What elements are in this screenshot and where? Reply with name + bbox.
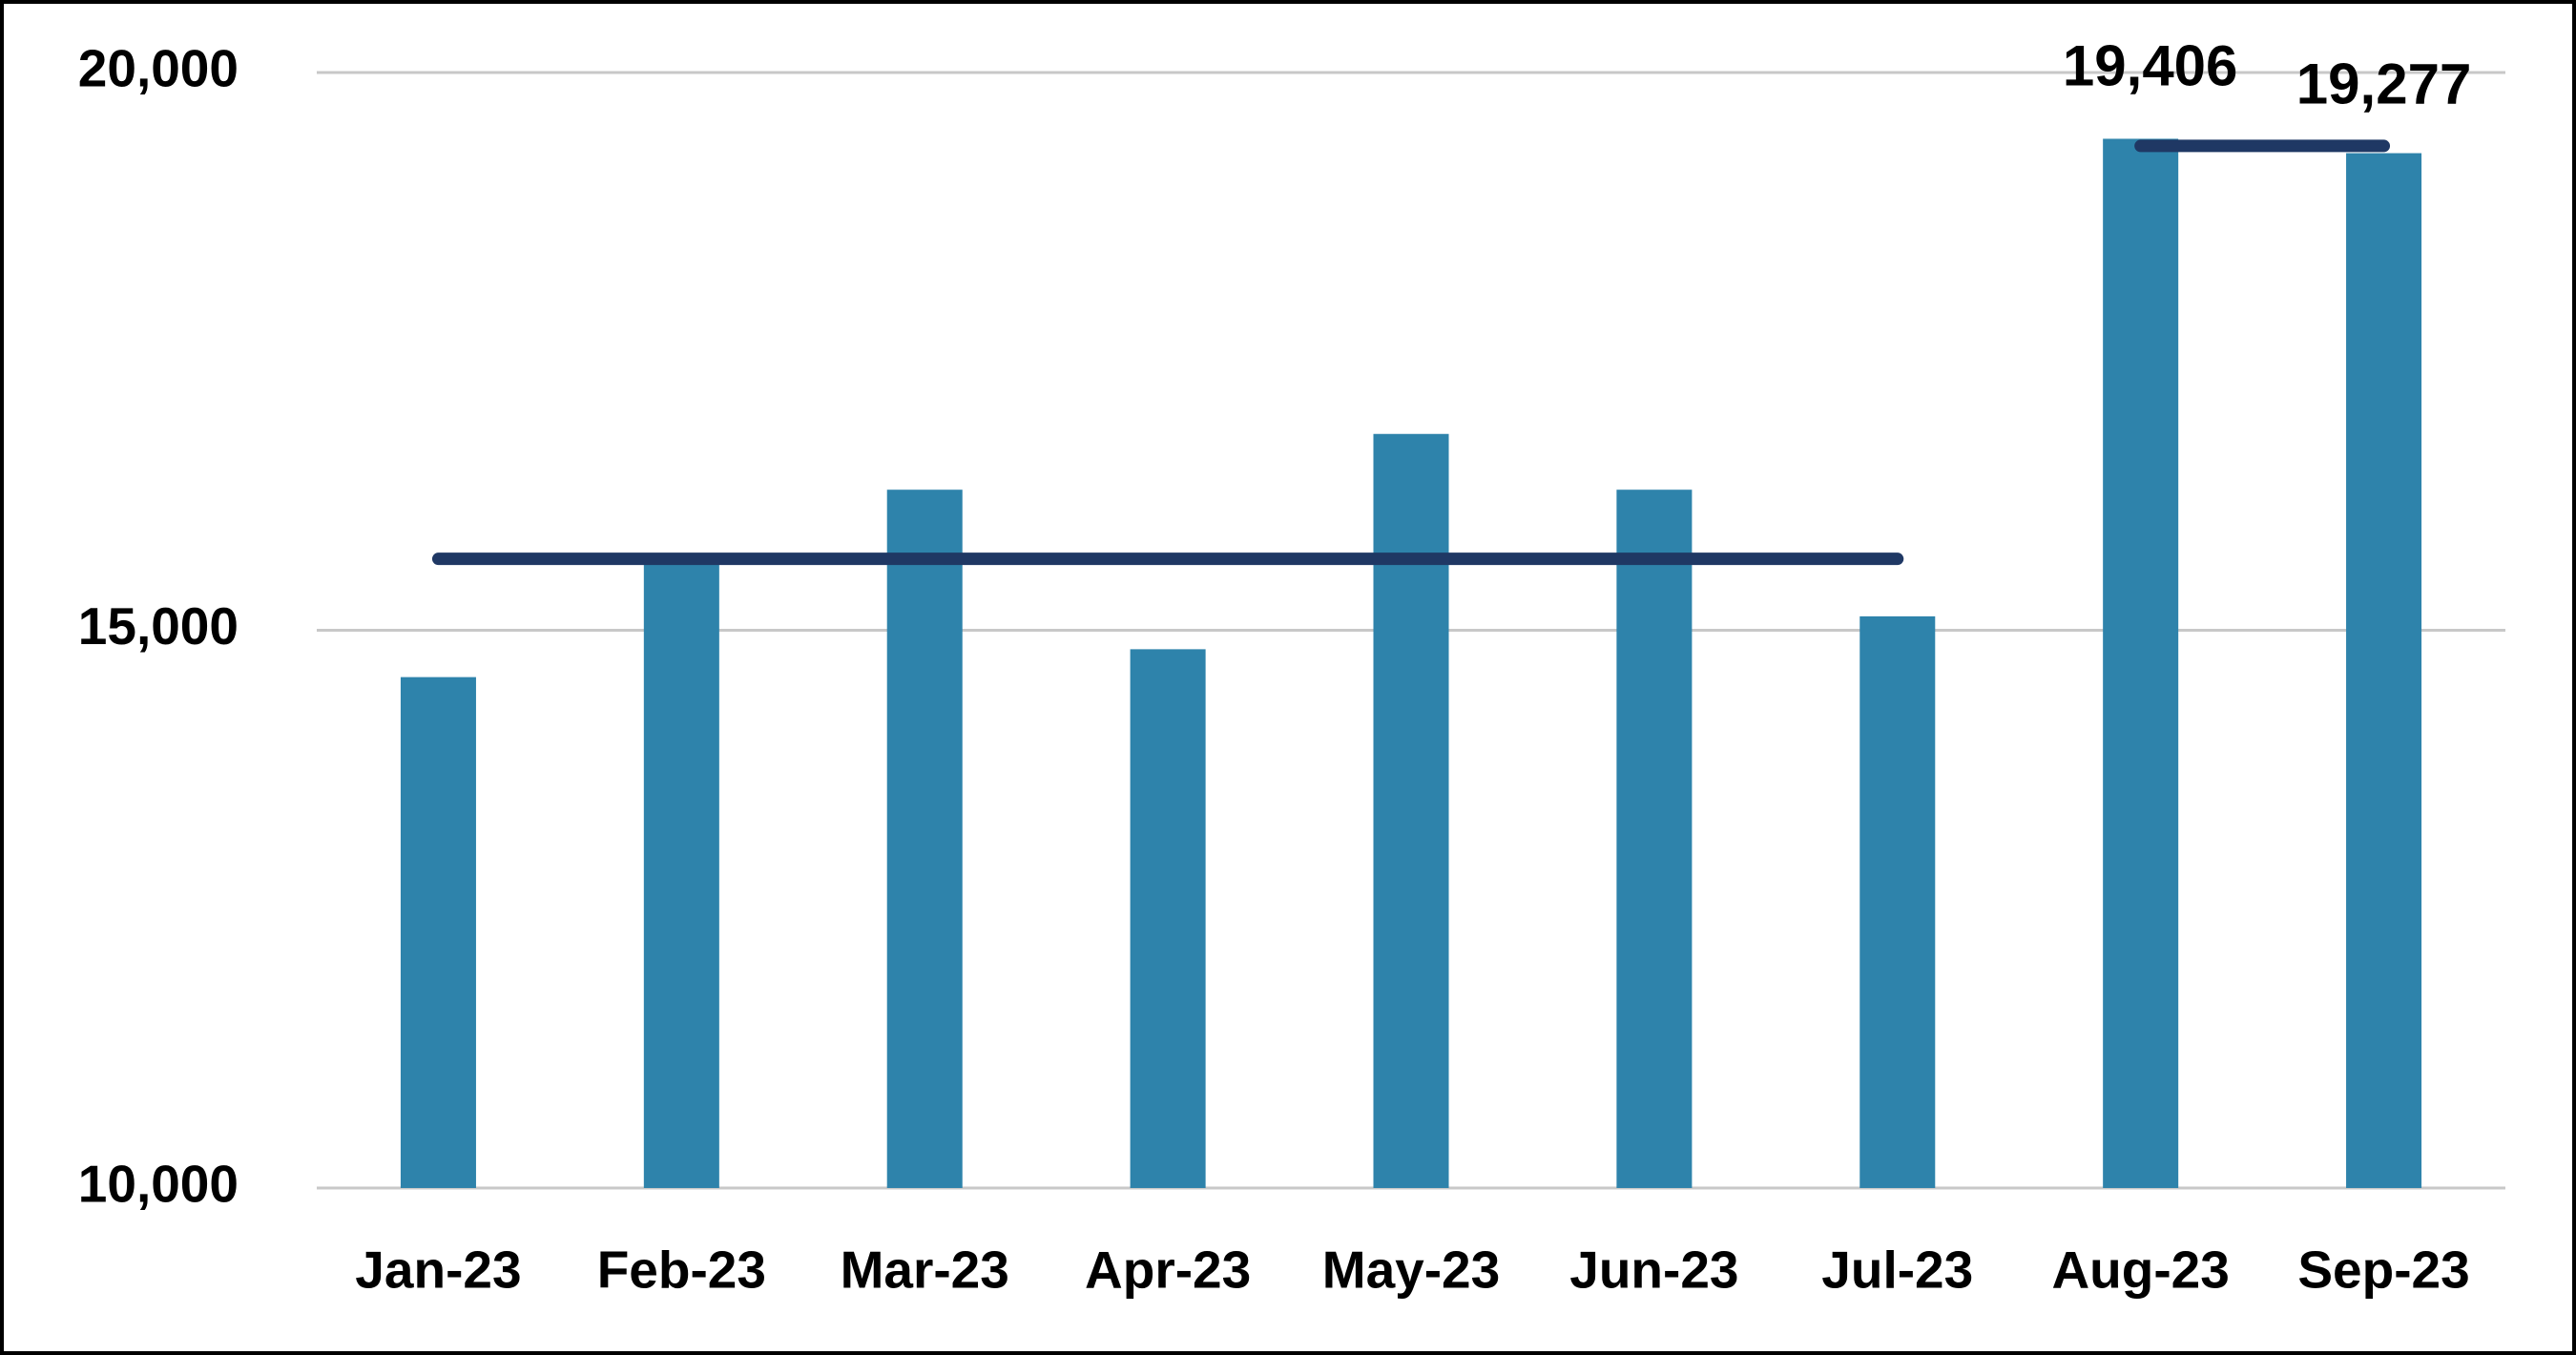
- x-tick-label: Aug-23: [2051, 1240, 2229, 1300]
- x-tick-label: Apr-23: [1085, 1240, 1251, 1300]
- bar: [2103, 138, 2179, 1188]
- data-label: 19,277: [2296, 52, 2472, 115]
- bar: [643, 557, 719, 1188]
- bar: [1616, 490, 1693, 1188]
- bar: [2346, 153, 2422, 1189]
- y-tick-label: 20,000: [78, 39, 239, 98]
- y-tick-label: 15,000: [78, 596, 239, 656]
- x-tick-label: Sep-23: [2297, 1240, 2469, 1300]
- x-tick-label: Jan-23: [355, 1240, 521, 1300]
- x-tick-label: May-23: [1322, 1240, 1500, 1300]
- bar: [1130, 649, 1206, 1188]
- data-label: 19,406: [2063, 33, 2238, 97]
- x-tick-label: Feb-23: [597, 1240, 766, 1300]
- x-tick-label: Jun-23: [1569, 1240, 1738, 1300]
- x-tick-label: Jul-23: [1821, 1240, 1973, 1300]
- bar: [886, 490, 963, 1188]
- bar: [1859, 615, 1936, 1188]
- x-tick-label: Mar-23: [841, 1240, 1009, 1300]
- bar: [400, 677, 476, 1188]
- bar: [1373, 433, 1449, 1189]
- y-tick-label: 10,000: [78, 1155, 239, 1214]
